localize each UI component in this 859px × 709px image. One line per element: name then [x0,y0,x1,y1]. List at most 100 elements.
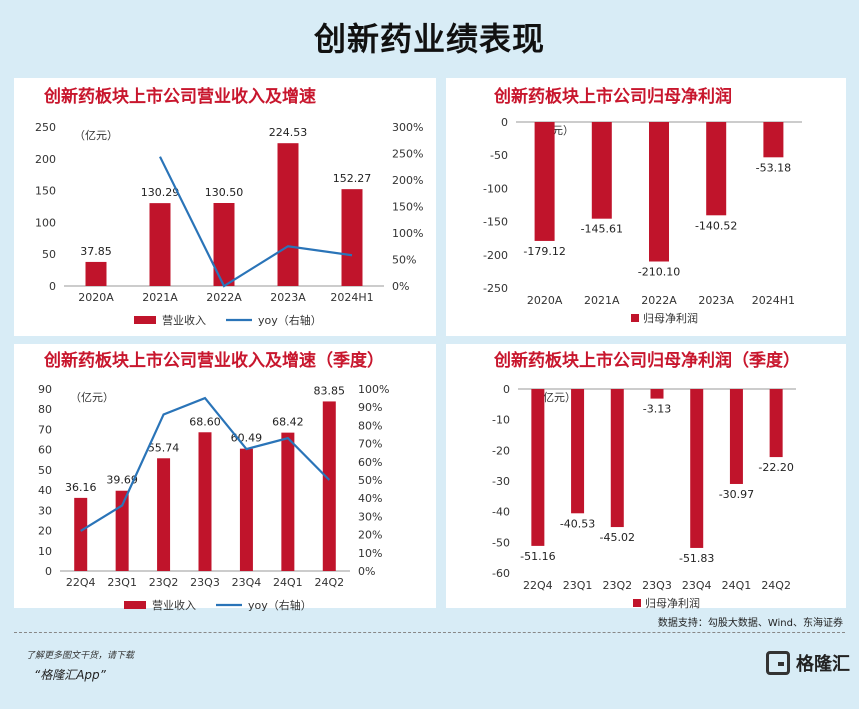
brand-logo[interactable]: 格隆汇 [766,650,850,676]
x-tick-label: 2024H1 [330,291,373,304]
yoy-line [159,156,353,288]
data-label: 60.49 [231,432,263,445]
x-tick-label: 2021A [584,294,620,307]
quarterly-profit-chart: 0-10-20-30-40-50-60（亿元）-51.1622Q4-40.532… [492,383,796,610]
chart-title: 创新药板块上市公司营业收入及增速 [44,87,316,107]
x-tick-label: 23Q2 [149,576,179,589]
data-label: 55.74 [148,441,180,454]
x-tick-label: 23Q1 [107,576,137,589]
bar [281,432,295,571]
y-tick-label: 50 [42,248,56,261]
x-tick-label: 24Q2 [314,576,344,589]
legend-label-revenue: 营业收入 [162,313,206,327]
x-tick-label: 2021A [142,291,178,304]
data-label: 152.27 [333,172,372,185]
bar [650,389,664,399]
data-label: -145.61 [581,223,623,236]
y-tick-label: -40 [492,506,510,519]
x-tick-label: 24Q1 [722,579,752,592]
data-label: -140.52 [695,219,737,232]
footer-note: 了解更多图文干货，请下载 [26,651,135,661]
y2-tick-label: 100% [392,227,423,240]
yoy-line [80,396,331,532]
legend-swatch-profit [633,599,641,607]
y-tick-label: 250 [35,121,56,134]
quarterly-revenue-chart: 0 10 20 30 40 50 60 70 80 90 0% 10% 20% 30% 40% 50% 60% 7… [38,383,389,612]
y2-tick-label: 0% [358,565,375,578]
chart-title: 创新药板块上市公司归母净利润 [494,87,732,107]
legend-swatch-revenue [124,601,146,609]
data-label: 130.29 [141,186,180,199]
y-tick-label: 70 [38,423,52,436]
bar [74,497,88,571]
x-tick-label: 2023A [270,291,306,304]
data-label: 224.53 [269,126,308,139]
y-tick-label: 20 [38,525,52,538]
x-tick-label: 2022A [206,291,242,304]
y2-tick-label: 80% [358,419,382,432]
chart-panel-annual-revenue: 创新药板块上市公司营业收入及增速 0 50 100 150 200 250 0% 50% 100… [14,78,436,336]
bar [534,122,555,241]
data-label: -22.20 [758,461,793,474]
bar [610,389,624,528]
y2-tick-label: 150% [392,201,423,214]
bar [85,261,107,286]
bar [277,143,299,286]
data-label: 68.60 [189,415,221,428]
bar [763,122,784,158]
data-label: 130.50 [205,186,244,199]
unit-label: （亿元） [70,391,114,404]
bar [690,389,704,548]
y-tick-label: 100 [35,216,56,229]
y2-tick-label: 200% [392,174,423,187]
y2-tick-label: 70% [358,438,382,451]
y-tick-label: 50 [38,464,52,477]
y-tick-label: 0 [49,280,56,293]
unit-label: （亿元） [74,129,118,142]
y-tick-label: -100 [483,182,508,195]
bar [213,203,235,286]
data-label: 37.85 [80,245,112,258]
page-title: 创新药业绩表现 [313,20,545,58]
y-tick-label: -10 [492,414,510,427]
x-tick-label: 2020A [527,294,563,307]
data-label: 39.69 [106,474,138,487]
x-tick-label: 23Q2 [602,579,632,592]
source-note: 数据支持：勾股大数据、Wind、东海证券 [657,618,843,629]
data-label: -3.13 [643,403,671,416]
y-tick-label: 150 [35,185,56,198]
bar [649,122,669,262]
x-tick-label: 2022A [641,294,677,307]
legend-label-profit: 归母净利润 [643,311,698,325]
y-tick-label: 0 [45,565,52,578]
data-label: -51.83 [679,552,714,565]
chart-panel-quarterly-revenue: 创新药板块上市公司营业收入及增速（季度） 0 10 20 30 40 50 60 70 80 90… [14,344,436,612]
chart-title: 创新药板块上市公司归母净利润（季度） [494,351,800,371]
legend-label-yoy: yoy（右轴） [258,313,322,327]
bar [769,389,783,458]
legend-label-profit: 归母净利润 [645,596,700,610]
legend-swatch-profit [631,314,639,322]
legend-label-yoy: yoy（右轴） [248,598,312,612]
y2-tick-label: 90% [358,401,382,414]
bar [239,448,253,571]
x-tick-label: 23Q3 [190,576,220,589]
data-label: -53.18 [756,161,791,174]
legend-label-revenue: 营业收入 [152,598,196,612]
x-tick-label: 24Q2 [761,579,791,592]
bar [706,122,727,216]
bar [531,389,545,546]
x-tick-label: 23Q4 [232,576,262,589]
y2-tick-label: 40% [358,492,382,505]
y-tick-label: 0 [503,383,510,396]
y-tick-label: -200 [483,249,508,262]
y-tick-label: -30 [492,475,510,488]
chart-title: 创新药板块上市公司营业收入及增速（季度） [44,351,384,371]
y2-tick-label: 30% [358,510,382,523]
bar [571,389,585,514]
data-label: -210.10 [638,266,680,279]
data-label: -30.97 [719,488,754,501]
chart-panel-annual-profit: 创新药板块上市公司归母净利润 0-50-100-150-200-250（亿元）-… [446,78,846,336]
bar [198,432,212,571]
footer-app-name: “格隆汇App” [34,668,106,682]
